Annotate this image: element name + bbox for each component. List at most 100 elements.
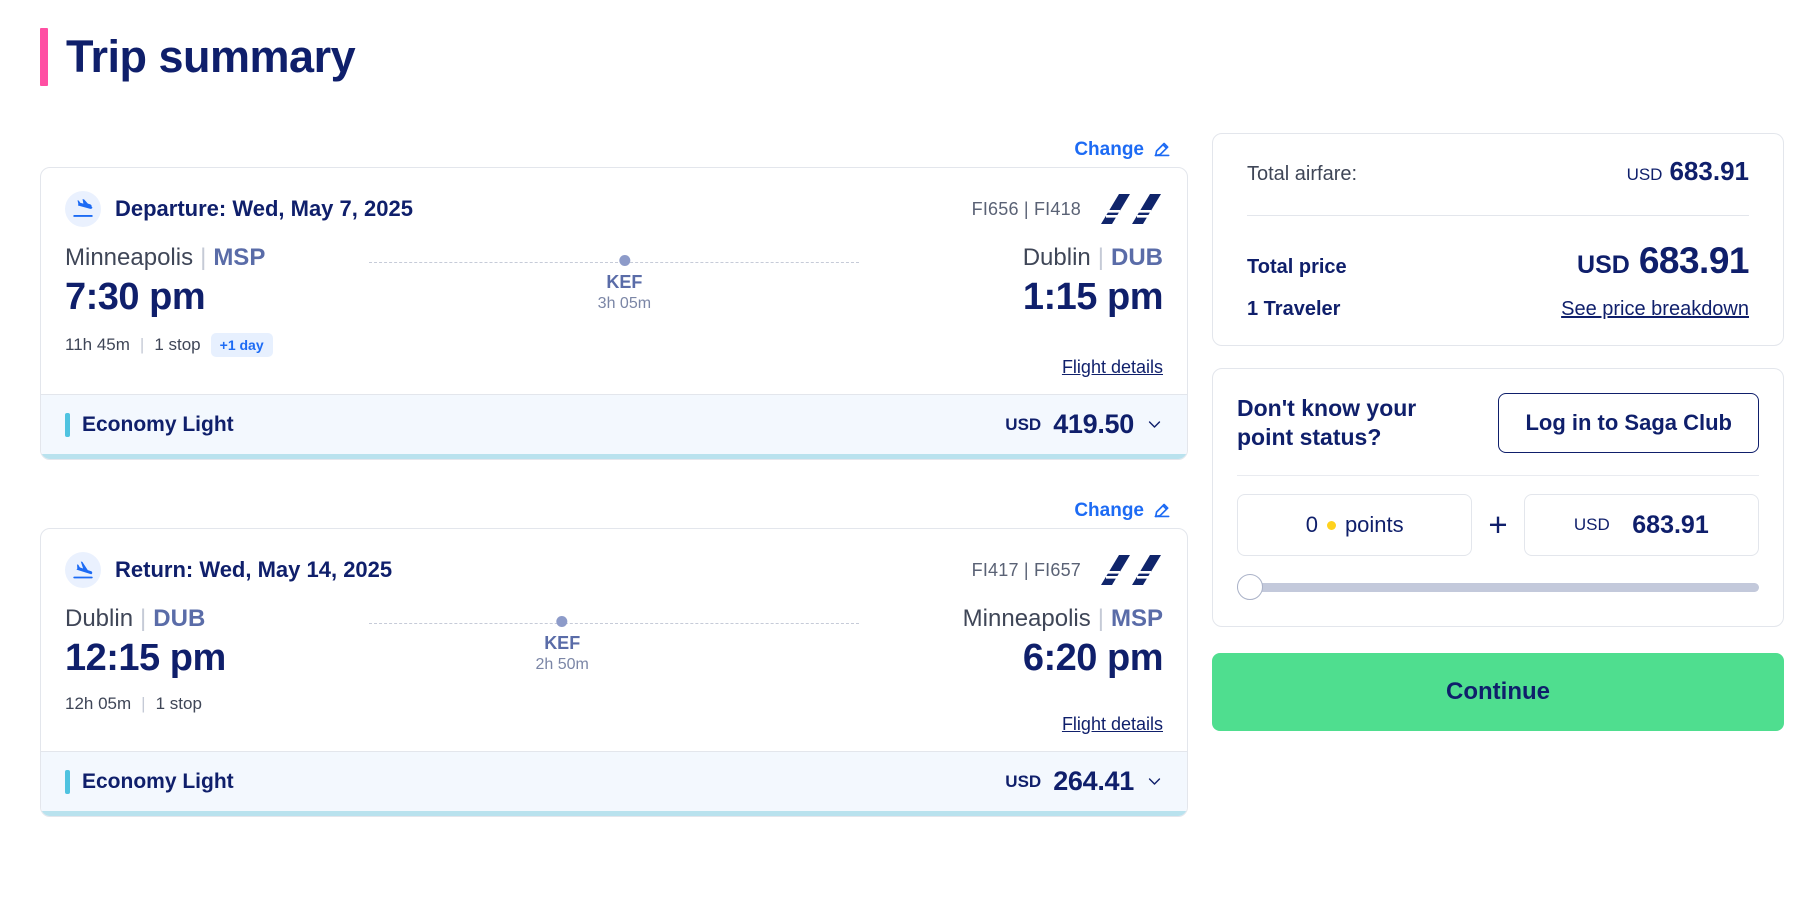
duration-stops-row: 12h 05m | 1 stop [65,694,355,714]
page-title-text: Trip summary [66,31,356,82]
fare-name: Economy Light [82,412,234,436]
fare-bar-departure[interactable]: Economy Light USD 419.50 [41,394,1187,459]
cash-amount: 683.91 [1632,510,1709,539]
destination-city-code: Minneapolis | MSP [873,605,1163,633]
destination-block: Dublin | DUB 1:15 pm [873,244,1164,319]
fare-accent-tick [65,769,70,794]
cash-input[interactable]: USD 683.91 [1523,494,1759,556]
fare-currency: USD [1005,414,1042,434]
icelandair-logo [1099,190,1163,228]
pencil-icon [1152,501,1172,521]
route-midline: KEF 2h 50m [355,605,873,691]
route-dashed-line [369,262,859,263]
arrival-time: 1:15 pm [1022,276,1164,318]
cash-currency: USD [1573,515,1610,534]
route-row: Minneapolis | MSP 7:30 pm 11h 45m | 1 stop… [41,234,1187,357]
total-price-label: Total price [1247,256,1347,278]
flight-card-header-left: Departure: Wed, May 7, 2025 [65,191,413,227]
flight-card-return: Return: Wed, May 14, 2025 FI417 | FI657 [40,528,1188,817]
route-row: Dublin | DUB 12:15 pm 12h 05m | 1 stop KEF… [41,595,1187,714]
flight-card-header: Return: Wed, May 14, 2025 FI417 | FI657 [41,529,1187,595]
points-slider[interactable] [1237,574,1759,600]
change-departure-label: Change [1074,139,1144,160]
page-title: Trip summary [40,28,356,86]
fare-amount: 264.41 [1053,766,1134,796]
stopover-dot-icon [556,616,568,627]
chevron-down-icon[interactable] [1146,416,1163,433]
flight-details-row: Flight details [41,357,1187,394]
saga-question: Don't know your point status? [1237,395,1417,450]
flight-numbers: FI656 | FI418 [971,198,1081,219]
total-airfare-amount: 683.91 [1669,156,1749,186]
price-panel: Total airfare: USD 683.91 Total price US… [1212,133,1784,346]
icelandair-logo [1099,551,1163,589]
destination-city: Minneapolis [962,605,1091,632]
saga-top-row: Don't know your point status? Log in to … [1237,393,1759,453]
change-departure-link[interactable]: Change [1074,139,1172,161]
route-midline: KEF 3h 05m [355,244,873,330]
summary-column: Total airfare: USD 683.91 Total price US… [1212,133,1784,731]
flight-details-link[interactable]: Flight details [1061,714,1163,734]
points-value: 0 [1305,512,1318,537]
total-airfare-label: Total airfare: [1247,163,1358,185]
travelers-label: 1 Traveler [1247,298,1341,320]
fare-accent-tick [65,412,70,437]
flight-card-header-right: FI656 | FI418 [972,190,1163,228]
points-dot-icon [1326,520,1336,530]
points-cash-row: 0 points + USD 683.91 [1237,494,1759,556]
flight-numbers: FI417 | FI657 [971,559,1081,580]
route-dashed-line [369,623,859,624]
fare-bar-right: USD 419.50 [1005,409,1163,440]
title-accent-bar [40,28,48,86]
departure-time: 7:30 pm [65,276,206,318]
total-airfare-value: USD 683.91 [1627,156,1749,187]
origin-code: DUB [153,605,206,632]
fare-name: Economy Light [82,769,234,793]
total-price-value: USD 683.91 [1577,240,1749,282]
stopover-code: KEF [606,272,643,292]
fare-amount: 419.50 [1053,409,1134,439]
origin-city-code: Minneapolis | MSP [65,244,355,272]
travelers-row: 1 Traveler See price breakdown [1247,298,1749,321]
destination-city-code: Dublin | DUB [873,244,1163,272]
chevron-down-icon[interactable] [1146,773,1163,790]
destination-city: Dublin [1022,244,1091,271]
slider-thumb[interactable] [1237,574,1263,600]
change-return-label: Change [1074,500,1144,521]
continue-button[interactable]: Continue [1212,653,1784,731]
city-code-separator: | [140,605,147,632]
destination-block: Minneapolis | MSP 6:20 pm [873,605,1164,680]
city-code-separator: | [1097,244,1104,271]
origin-city: Minneapolis [65,244,194,271]
plus-day-badge: +1 day [210,333,273,357]
total-duration: 12h 05m [65,694,132,713]
destination-code: MSP [1110,605,1163,632]
flight-card-header: Departure: Wed, May 7, 2025 FI656 | FI41… [41,168,1187,234]
stops-count: 1 stop [155,694,202,713]
change-row-departure: Change [40,133,1188,167]
flight-heading: Departure: Wed, May 7, 2025 [115,196,413,221]
log-in-saga-club-button[interactable]: Log in to Saga Club [1498,393,1759,453]
card-spacer [40,460,1188,494]
fare-bar-left: Economy Light [65,769,234,794]
saga-divider [1237,475,1759,476]
city-code-separator: | [1097,605,1104,632]
origin-block: Minneapolis | MSP 7:30 pm 11h 45m | 1 stop… [65,244,355,357]
flight-card-departure: Departure: Wed, May 7, 2025 FI656 | FI41… [40,167,1188,460]
destination-code: DUB [1111,244,1163,271]
meta-separator: | [139,335,145,354]
arrival-time: 6:20 pm [1022,637,1164,679]
flight-card-header-right: FI417 | FI657 [972,551,1163,589]
see-price-breakdown-link[interactable]: See price breakdown [1561,298,1749,320]
price-divider [1247,215,1749,216]
total-duration: 11h 45m [65,335,130,354]
origin-city-code: Dublin | DUB [65,605,355,633]
flight-details-link[interactable]: Flight details [1061,357,1163,377]
change-return-link[interactable]: Change [1074,500,1172,522]
points-input[interactable]: 0 points [1237,494,1473,556]
stopover-duration: 3h 05m [597,295,652,312]
flight-heading: Return: Wed, May 14, 2025 [115,557,393,582]
change-row-return: Change [40,494,1188,528]
fare-bar-return[interactable]: Economy Light USD 264.41 [41,751,1187,816]
